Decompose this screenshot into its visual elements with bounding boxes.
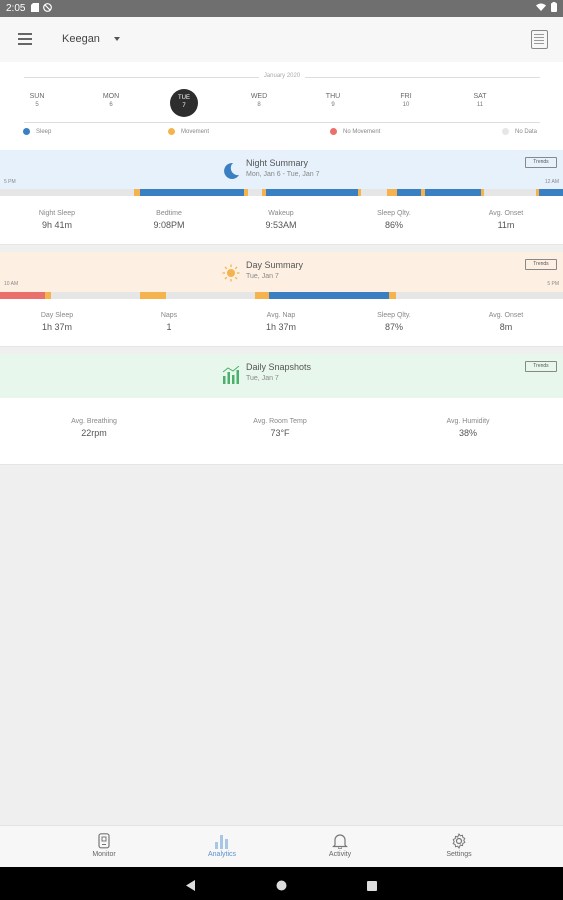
day-summary-header: Day Summary Tue, Jan 7 Trends 10 AM 5 PM <box>0 252 563 296</box>
stat-avg-onset: Avg. Onset 11m <box>488 210 524 230</box>
recents-icon[interactable] <box>367 878 377 896</box>
week-calendar: January 2020 SUN 5 MON 6 TUE 7 WED 8 THU 9 FR… <box>0 62 563 150</box>
day-sunday[interactable]: SUN 5 <box>29 93 45 108</box>
trends-button[interactable]: Trends <box>525 259 557 270</box>
sun-icon <box>222 264 240 282</box>
timeline-segment <box>45 292 51 299</box>
sd-card-icon <box>31 2 40 15</box>
menu-icon[interactable] <box>18 33 32 45</box>
timeline-end-label: 12 AM <box>544 179 559 185</box>
daily-snapshots-card[interactable]: Daily Snapshots Tue, Jan 7 Trends Avg. B… <box>0 354 563 465</box>
chevron-down-icon <box>113 37 120 41</box>
timeline-segment <box>425 189 481 196</box>
timeline-segment <box>140 189 244 196</box>
card-subtitle: Tue, Jan 7 <box>246 375 279 382</box>
legend-no-data: No Data <box>502 128 537 135</box>
day-friday[interactable]: FRI 10 <box>400 93 412 108</box>
nav-monitor[interactable]: Monitor <box>64 826 144 868</box>
timeline-segment <box>539 189 563 196</box>
day-saturday[interactable]: SAT 11 <box>473 93 487 108</box>
timeline-segment <box>358 189 361 196</box>
night-summary-card[interactable]: Night Summary Mon, Jan 6 - Tue, Jan 7 Tr… <box>0 150 563 245</box>
user-dropdown[interactable]: Keegan <box>62 33 120 45</box>
day-monday[interactable]: MON 6 <box>102 93 120 108</box>
legend-movement: Movement <box>168 128 209 135</box>
gear-icon <box>419 833 499 849</box>
card-title: Day Summary <box>246 260 304 270</box>
monitor-icon <box>64 833 144 849</box>
nav-settings[interactable]: Settings <box>419 826 499 868</box>
day-stats: Day Sleep 1h 37m Naps 1 Avg. Nap 1h 37m Sle… <box>0 300 563 347</box>
stat-avg-nap: Avg. Nap 1h 37m <box>265 312 297 332</box>
timeline-segment <box>536 189 539 196</box>
timeline-segment <box>421 189 425 196</box>
card-subtitle: Tue, Jan 7 <box>246 273 279 280</box>
snapshot-stats: Avg. Breathing 22rpm Avg. Room Temp 73°F A… <box>0 406 563 453</box>
trends-button[interactable]: Trends <box>525 361 557 372</box>
timeline-segment <box>266 189 358 196</box>
timeline-segment <box>262 189 266 196</box>
timeline-start-label: 5 PM <box>4 179 16 185</box>
analytics-icon <box>182 833 262 849</box>
timeline-segment <box>140 292 166 299</box>
stat-avg-room-temp: Avg. Room Temp 73°F <box>253 418 307 438</box>
trends-button[interactable]: Trends <box>525 157 557 168</box>
night-stats: Night Sleep 9h 41m Bedtime 9:08PM Wakeup 9:… <box>0 198 563 245</box>
timeline-segment <box>389 292 396 299</box>
stat-day-sleep: Day Sleep 1h 37m <box>40 312 74 332</box>
day-thursday[interactable]: THU 9 <box>325 93 341 108</box>
nav-activity[interactable]: Activity <box>300 826 380 868</box>
day-summary-card[interactable]: Day Summary Tue, Jan 7 Trends 10 AM 5 PM… <box>0 252 563 347</box>
app-bar: Keegan <box>0 17 563 62</box>
moon-icon <box>222 162 240 180</box>
user-name: Keegan <box>62 33 100 45</box>
timeline-segment <box>481 189 484 196</box>
bell-icon <box>300 833 380 849</box>
timeline-segment <box>255 292 269 299</box>
stat-bedtime: Bedtime 9:08PM <box>153 210 185 230</box>
stat-avg-humidity: Avg. Humidity 38% <box>446 418 490 438</box>
timeline-end-label: 5 PM <box>547 281 559 287</box>
status-time: 2:05 <box>6 3 26 14</box>
timeline-segment <box>387 189 397 196</box>
day-wednesday[interactable]: WED 8 <box>250 93 268 108</box>
card-subtitle: Mon, Jan 6 - Tue, Jan 7 <box>246 171 320 178</box>
stat-sleep-quality: Sleep Qlty. 86% <box>377 210 411 230</box>
timeline-segment <box>134 189 140 196</box>
bar-chart-icon <box>222 365 240 384</box>
bottom-navigation: Monitor Analytics Activity Settings <box>0 825 563 867</box>
night-summary-header: Night Summary Mon, Jan 6 - Tue, Jan 7 Tr… <box>0 150 563 194</box>
legend-no-movement: No Movement <box>330 128 380 135</box>
timeline-segment <box>244 189 248 196</box>
back-icon[interactable] <box>186 878 196 896</box>
card-title: Daily Snapshots <box>246 362 312 372</box>
stat-sleep-quality: Sleep Qlty. 87% <box>377 312 411 332</box>
home-icon[interactable] <box>276 878 287 896</box>
daily-snapshots-header: Daily Snapshots Tue, Jan 7 Trends <box>0 354 563 398</box>
timeline-segment <box>269 292 389 299</box>
timeline-start-label: 10 AM <box>4 281 19 287</box>
selected-day-circle <box>170 89 198 117</box>
divider <box>24 122 540 123</box>
legend-sleep: Sleep <box>23 128 51 135</box>
stat-naps: Naps 1 <box>160 312 178 332</box>
night-timeline <box>0 189 563 196</box>
stat-avg-onset: Avg. Onset 8m <box>488 312 524 332</box>
stat-wakeup: Wakeup 9:53AM <box>265 210 297 230</box>
do-not-disturb-icon <box>43 2 53 15</box>
day-timeline <box>0 292 563 299</box>
wifi-icon <box>536 3 546 14</box>
status-bar: 2:05 <box>0 0 563 17</box>
stat-avg-breathing: Avg. Breathing 22rpm <box>71 418 117 438</box>
day-tuesday[interactable]: TUE 7 <box>164 89 204 117</box>
battery-icon <box>551 2 557 15</box>
nav-analytics[interactable]: Analytics <box>182 826 262 868</box>
month-label: January 2020 <box>24 73 540 79</box>
stat-night-sleep: Night Sleep 9h 41m <box>38 210 76 230</box>
timeline-segment <box>397 189 421 196</box>
card-title: Night Summary <box>246 158 309 168</box>
timeline-segment <box>0 292 45 299</box>
notes-icon[interactable] <box>531 30 548 49</box>
system-navigation-bar <box>0 867 563 900</box>
